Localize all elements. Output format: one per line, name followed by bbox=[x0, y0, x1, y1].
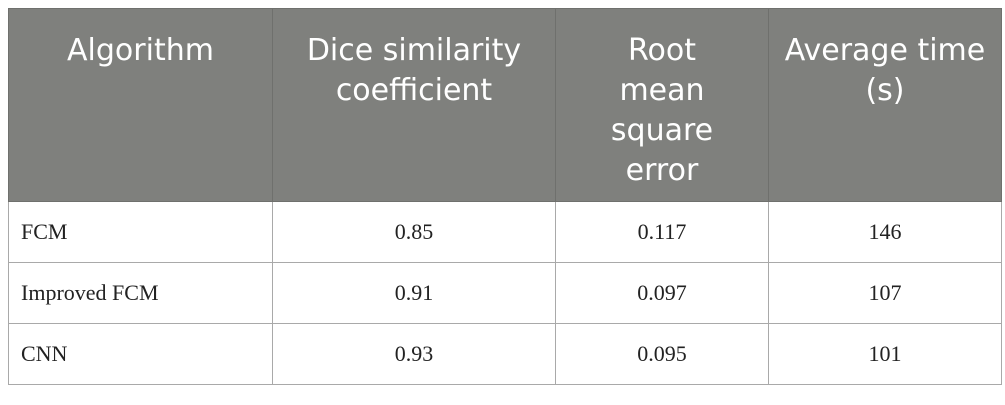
header-row: Algorithm Dice similarity coefficient Root… bbox=[8, 8, 1002, 202]
header-cell: Dice similarity coefficient bbox=[272, 8, 556, 202]
cell: Improved FCM bbox=[8, 262, 273, 324]
table-body: FCM 0.85 0.117 146 Improved FCM 0.91 0.097 107 C… bbox=[8, 201, 1002, 385]
cell: 0.91 bbox=[272, 262, 556, 324]
cell: 107 bbox=[768, 262, 1002, 324]
cell: 0.93 bbox=[272, 323, 556, 385]
header-text: Algorithm bbox=[67, 33, 214, 68]
header-cell: Average time (s) bbox=[768, 8, 1002, 202]
header-text: Root mean square error bbox=[610, 33, 714, 188]
row: FCM 0.85 0.117 146 bbox=[8, 201, 1002, 263]
header-text: Dice similarity coefficient bbox=[306, 33, 522, 108]
row: CNN 0.93 0.095 101 bbox=[8, 323, 1002, 385]
cell: 0.097 bbox=[555, 262, 769, 324]
cell: 146 bbox=[768, 201, 1002, 263]
header-cell: Algorithm bbox=[8, 8, 273, 202]
results-table: Algorithm Dice similarity coefficient Root… bbox=[8, 8, 1002, 385]
cell: 101 bbox=[768, 323, 1002, 385]
cell: 0.117 bbox=[555, 201, 769, 263]
cell: FCM bbox=[8, 201, 273, 263]
row: Improved FCM 0.91 0.097 107 bbox=[8, 262, 1002, 324]
cell: 0.85 bbox=[272, 201, 556, 263]
header-text: Average time (s) bbox=[784, 33, 986, 108]
header-cell: Root mean square error bbox=[555, 8, 769, 202]
cell: CNN bbox=[8, 323, 273, 385]
cell: 0.095 bbox=[555, 323, 769, 385]
